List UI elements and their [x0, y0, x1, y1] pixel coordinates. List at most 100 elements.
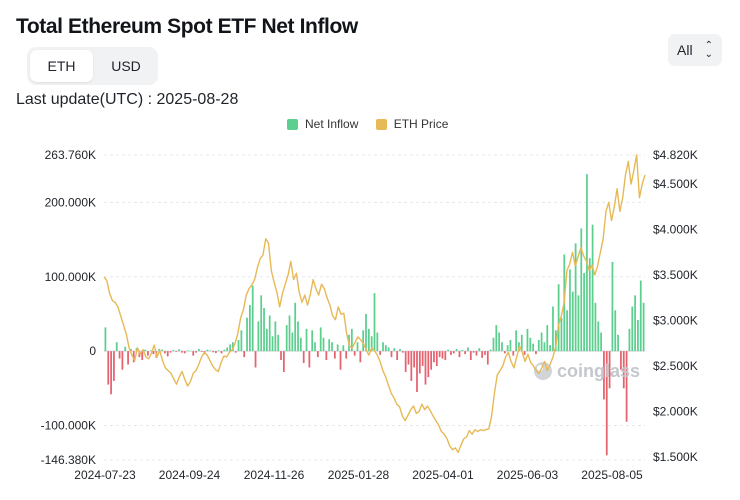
- unit-toggle: ETH USD: [27, 47, 158, 85]
- y-left-tick-label: -146.380K: [41, 453, 96, 467]
- net-inflow-bar: [110, 351, 112, 395]
- net-inflow-bar: [339, 351, 342, 370]
- net-inflow-bar: [118, 351, 121, 359]
- net-inflow-bar: [639, 280, 642, 352]
- net-inflow-bar: [594, 302, 597, 352]
- net-inflow-bar: [461, 350, 464, 352]
- net-inflow-bar: [495, 325, 498, 352]
- net-inflow-bar: [183, 351, 186, 354]
- net-inflow-bar: [571, 291, 574, 352]
- net-inflow-bar: [537, 339, 540, 352]
- net-inflow-bar: [322, 337, 325, 352]
- net-inflow-bar: [328, 339, 331, 352]
- net-inflow-bar: [631, 306, 634, 352]
- net-inflow-bar: [416, 351, 418, 393]
- legend-item-eth-price[interactable]: ETH Price: [375, 117, 448, 131]
- net-inflow-bar: [220, 351, 223, 354]
- net-inflow-bar: [113, 351, 115, 381]
- net-inflow-bar: [600, 332, 602, 352]
- net-inflow-bar: [617, 334, 619, 352]
- x-tick-label: 2025-08-05: [581, 468, 643, 482]
- net-inflow-bar: [608, 351, 611, 389]
- net-inflow-bar: [282, 351, 285, 372]
- net-inflow-bar: [634, 295, 636, 352]
- legend-item-net-inflow[interactable]: Net Inflow: [287, 117, 358, 131]
- y-right-tick-label: $4.000K: [653, 223, 698, 237]
- net-inflow-bar: [248, 305, 251, 352]
- y-right-tick-label: $3.000K: [653, 314, 698, 328]
- net-inflow-bar: [265, 328, 268, 352]
- chart-title: Total Ethereum Spot ETF Net Inflow: [16, 15, 358, 38]
- net-inflow-bar: [498, 332, 501, 352]
- x-tick-label: 2024-11-26: [244, 468, 305, 482]
- chart-legend: Net Inflow ETH Price: [287, 117, 462, 133]
- net-inflow-bar: [175, 351, 178, 352]
- net-inflow-bar: [331, 342, 333, 352]
- net-inflow-bar: [396, 351, 399, 361]
- net-inflow-bar: [362, 330, 365, 352]
- net-inflow-bar: [552, 306, 554, 352]
- net-inflow-bar: [215, 351, 217, 353]
- net-inflow-bar: [506, 345, 509, 352]
- net-inflow-bar: [515, 330, 517, 352]
- x-tick-label: 2024-07-23: [74, 468, 136, 482]
- legend-swatch-eth-price: [375, 118, 387, 130]
- net-inflow-bar: [387, 347, 390, 352]
- toggle-usd-button[interactable]: USD: [111, 58, 141, 74]
- net-inflow-bar: [147, 351, 149, 356]
- range-select[interactable]: All ⌃ ⌄: [668, 34, 722, 66]
- net-inflow-bar: [158, 348, 161, 352]
- net-inflow-bar: [509, 339, 512, 352]
- net-inflow-bar: [591, 224, 594, 352]
- net-inflow-bar: [345, 351, 348, 359]
- net-inflow-bar: [475, 351, 478, 356]
- net-inflow-bar: [280, 351, 282, 361]
- net-inflow-bar: [353, 351, 356, 356]
- net-inflow-bars: [104, 174, 645, 456]
- net-inflow-bar: [268, 315, 271, 352]
- net-inflow-bar: [481, 351, 484, 358]
- net-inflow-bar: [560, 317, 563, 352]
- x-tick-label: 2025-04-01: [412, 468, 474, 482]
- net-inflow-bar: [240, 330, 243, 352]
- net-inflow-bar: [365, 313, 367, 352]
- net-inflow-bar: [549, 345, 551, 352]
- net-inflow-bar: [523, 351, 526, 355]
- net-inflow-bar: [583, 273, 585, 352]
- net-inflow-bar: [311, 330, 314, 352]
- y-left-tick-label: 263.760K: [45, 148, 96, 162]
- net-inflow-bar: [441, 351, 444, 359]
- net-inflow-bar: [186, 350, 189, 352]
- net-inflow-bar: [316, 351, 319, 358]
- y-right-tick-label: $2.000K: [653, 405, 698, 419]
- x-tick-label: 2025-01-28: [328, 468, 390, 482]
- net-inflow-bar: [614, 310, 617, 352]
- net-inflow-bar: [382, 342, 384, 352]
- net-inflow-bar: [557, 284, 560, 352]
- net-inflow-bar: [206, 349, 209, 352]
- net-inflow-bar: [597, 321, 600, 352]
- net-inflow-bar: [370, 336, 373, 352]
- net-inflow-bar: [458, 351, 461, 358]
- y-left-tick-label: 100.000K: [45, 270, 96, 284]
- net-inflow-bar: [478, 348, 481, 352]
- net-inflow-bar: [178, 349, 180, 352]
- net-inflow-bar: [333, 351, 336, 359]
- net-inflow-bar: [529, 337, 532, 352]
- net-inflow-bar: [319, 327, 322, 352]
- net-inflow-bar: [294, 302, 297, 352]
- net-inflow-bar: [260, 295, 263, 352]
- y-right-tick-label: $4.500K: [653, 177, 698, 191]
- net-inflow-bar: [393, 348, 396, 352]
- net-inflow-bar: [367, 328, 370, 352]
- net-inflow-bar: [464, 351, 467, 355]
- net-inflow-bar: [234, 351, 237, 353]
- net-inflow-bar: [574, 243, 577, 352]
- net-inflow-bar: [305, 328, 308, 352]
- net-inflow-bar: [433, 351, 435, 363]
- net-inflow-bar: [297, 321, 299, 352]
- net-inflow-bar: [172, 350, 175, 352]
- toggle-eth-button[interactable]: ETH: [30, 50, 93, 82]
- net-inflow-bar: [127, 351, 129, 365]
- net-inflow-bar: [200, 351, 203, 352]
